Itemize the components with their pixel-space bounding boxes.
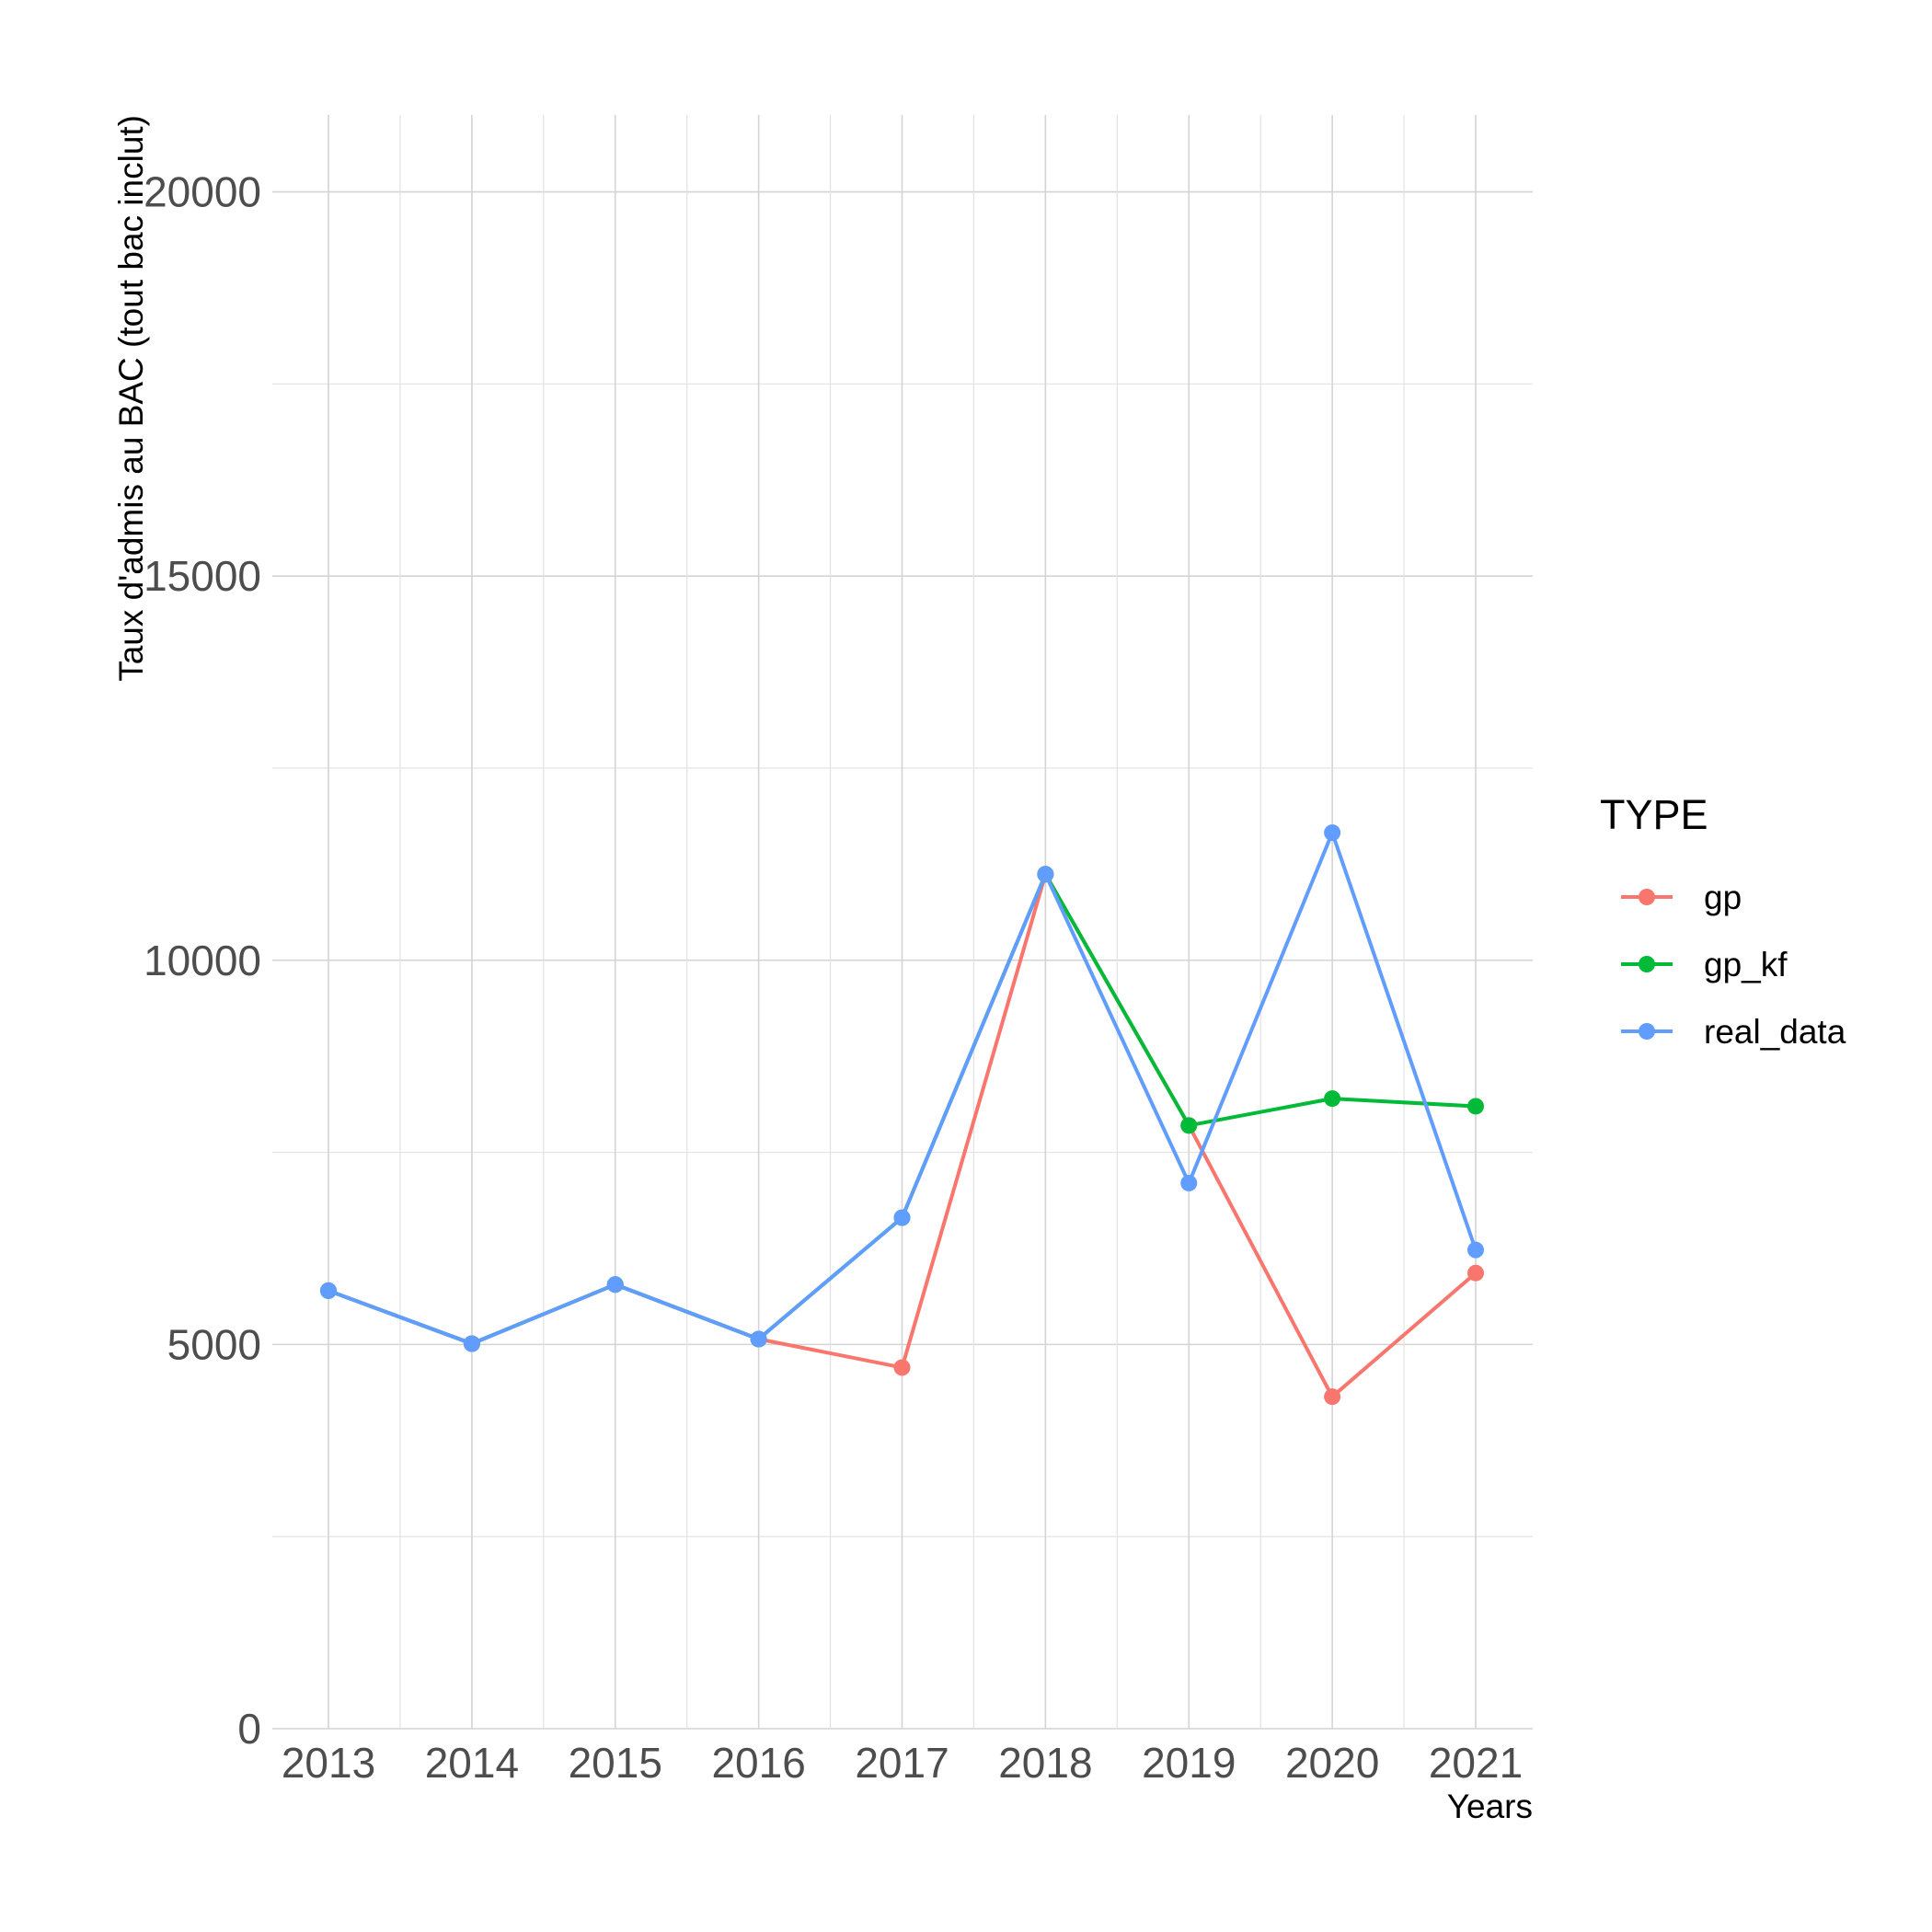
data-point-real_data (320, 1282, 337, 1299)
data-point-real_data (1467, 1241, 1484, 1259)
legend-items: gp gp_kf real_data (1621, 879, 1846, 1051)
legend-label: gp_kf (1704, 946, 1788, 983)
data-point-gp_kf (1180, 1117, 1198, 1134)
y-tick-label: 10000 (144, 937, 261, 984)
x-tick-label: 2020 (1285, 1739, 1379, 1787)
data-point-real_data (1037, 866, 1054, 883)
grid (272, 115, 1533, 1730)
x-tick-label: 2016 (711, 1739, 805, 1787)
y-axis-title: Taux d'admis au BAC (tout bac inclut) (112, 115, 150, 682)
legend-item-real_data: real_data (1621, 1013, 1846, 1051)
y-tick-label: 0 (237, 1705, 261, 1753)
data-point-real_data (1324, 824, 1341, 842)
legend-key-point (1639, 956, 1655, 972)
legend-item-gp_kf: gp_kf (1621, 946, 1788, 983)
series-layer (320, 824, 1484, 1406)
x-axis-ticks: 2013 2014 2015 2016 2017 2018 2019 2020 2021 (282, 1739, 1523, 1787)
data-point-gp (893, 1359, 911, 1376)
data-point-gp_kf (1324, 1090, 1341, 1108)
x-tick-label: 2021 (1429, 1739, 1523, 1787)
data-point-gp (1324, 1388, 1341, 1406)
x-tick-label: 2017 (855, 1739, 949, 1787)
legend-title: TYPE (1600, 791, 1708, 838)
series-points-real_data (320, 824, 1484, 1352)
legend-key-point (1639, 1023, 1655, 1040)
x-tick-label: 2015 (569, 1739, 662, 1787)
data-point-real_data (893, 1209, 911, 1226)
data-point-real_data (1180, 1174, 1198, 1191)
legend-label: gp (1704, 879, 1742, 916)
data-point-real_data (750, 1330, 767, 1348)
y-tick-label: 15000 (144, 552, 261, 600)
legend-item-gp: gp (1621, 879, 1742, 916)
legend: TYPE gp gp_kf real_data (1600, 791, 1846, 1051)
data-point-gp (1467, 1264, 1484, 1282)
y-tick-label: 5000 (167, 1320, 261, 1368)
legend-label: real_data (1704, 1013, 1846, 1051)
data-point-gp_kf (1467, 1098, 1484, 1115)
y-tick-label: 20000 (144, 168, 261, 216)
x-tick-label: 2013 (282, 1739, 375, 1787)
data-point-real_data (463, 1335, 480, 1352)
y-axis-ticks: 0 5000 10000 15000 20000 (144, 168, 261, 1753)
x-axis-title: Years (1447, 1788, 1533, 1825)
data-point-real_data (606, 1276, 624, 1294)
legend-key-point (1639, 889, 1655, 905)
x-tick-label: 2014 (425, 1739, 519, 1787)
x-tick-label: 2019 (1142, 1739, 1236, 1787)
x-tick-label: 2018 (998, 1739, 1092, 1787)
